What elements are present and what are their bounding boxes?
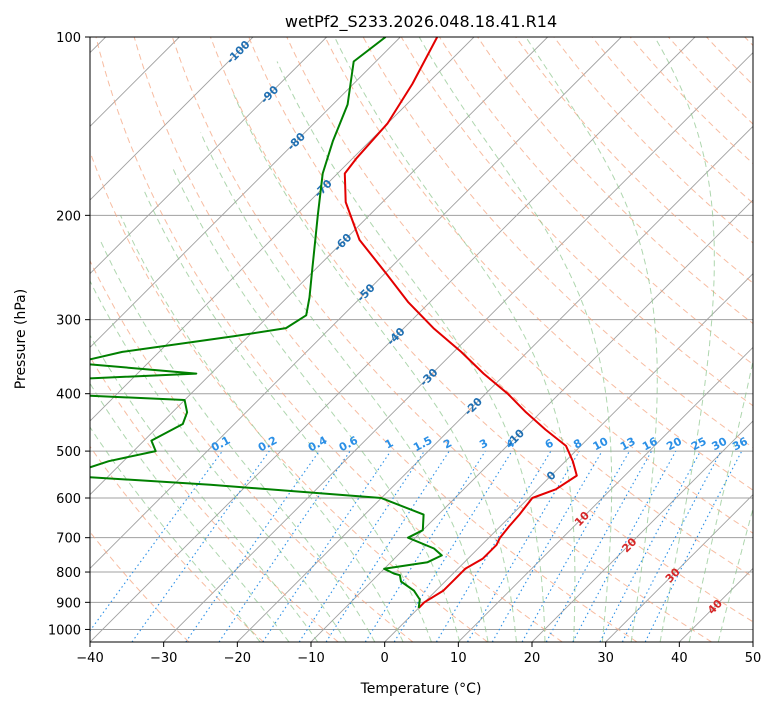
- y-tick-label: 600: [56, 492, 81, 507]
- x-tick-label: −10: [297, 651, 324, 666]
- moist-adiabat-line: [200, 132, 489, 642]
- dry-adiabat-line: [90, 445, 264, 642]
- isotherm-line: [90, 37, 254, 201]
- mixing-ratio-label: 36: [730, 435, 750, 454]
- moist-adiabat-line: [233, 94, 517, 642]
- mixing-ratio-label: 20: [664, 434, 684, 453]
- y-axis-label: Pressure (hPa): [13, 289, 29, 389]
- x-tick-label: −40: [76, 651, 103, 666]
- isotherm-line: [163, 52, 753, 642]
- x-tick-label: 50: [745, 651, 762, 666]
- moist-adiabat-line: [276, 61, 546, 642]
- dry-adiabat-line: [210, 37, 753, 623]
- mixing-ratio-label: 10: [591, 434, 611, 453]
- moist-adiabat-line: [99, 239, 376, 642]
- dry-adiabat-line: [90, 259, 414, 642]
- mixing-ratio-line: [90, 450, 223, 632]
- y-tick-label: 400: [56, 388, 81, 403]
- dewpoint-profile-line: [90, 37, 443, 609]
- y-tick-label: 300: [56, 314, 81, 329]
- plot-frame: [89, 36, 754, 643]
- mixing-ratio-label: 13: [618, 435, 638, 454]
- isotherm-line: [237, 125, 753, 642]
- mixing-ratio-label: 25: [689, 435, 709, 454]
- isotherm-line: [90, 37, 548, 496]
- moist-adiabat-line: [171, 165, 461, 642]
- x-tick-label: 10: [450, 651, 467, 666]
- y-tick-label: 100: [56, 31, 81, 46]
- x-tick-label: 40: [671, 651, 688, 666]
- dry-adiabat-line: [400, 37, 753, 407]
- x-tick-label: −30: [150, 651, 177, 666]
- y-tick-label: 1000: [48, 623, 81, 638]
- background-lines: [90, 37, 753, 642]
- dry-adiabat-line: [95, 37, 563, 642]
- mixing-ratio-label: 16: [640, 435, 660, 454]
- moist-adiabat-line: [418, 37, 613, 642]
- chart-title: wetPf2_S233.2026.048.18.41.R14: [285, 12, 557, 32]
- y-tick-label: 200: [56, 209, 81, 224]
- x-tick-label: 0: [381, 651, 389, 666]
- moist-adiabat-line: [90, 279, 347, 642]
- isotherm-line: [384, 273, 753, 642]
- temperature-profile-line: [343, 37, 578, 609]
- x-tick-label: 20: [524, 651, 541, 666]
- mixing-ratio-line: [185, 450, 320, 642]
- x-tick-label: −20: [224, 651, 251, 666]
- isotherm-line: [90, 37, 401, 348]
- mixing-ratio-line: [325, 450, 450, 642]
- mixing-ratio-line: [467, 450, 580, 642]
- mixing-ratio-line: [545, 450, 653, 642]
- moist-adiabat-line: [90, 426, 261, 642]
- moist-adiabat-line: [688, 358, 753, 642]
- mixing-ratio-line: [393, 450, 513, 642]
- isotherm-line: [458, 346, 753, 642]
- dry-adiabat-line: [591, 37, 753, 204]
- profile-lines: [90, 37, 578, 609]
- moist-adiabat-line: [525, 37, 658, 642]
- moist-adiabat-line: [654, 37, 715, 642]
- mixing-ratio-line: [572, 450, 677, 642]
- isotherm-line: [752, 641, 753, 642]
- mixing-ratio-line: [131, 450, 270, 642]
- moist-adiabat-line: [717, 506, 753, 642]
- isotherm-line: [90, 37, 475, 422]
- mixing-ratio-line: [491, 450, 603, 642]
- y-tick-label: 500: [56, 445, 81, 460]
- isotherm-line: [90, 37, 327, 275]
- moist-adiabat-line: [90, 334, 319, 642]
- moist-adiabat-line: [90, 382, 290, 642]
- isotherm-line: [605, 494, 753, 642]
- dry-adiabat-line: [477, 37, 753, 325]
- plot-background: [90, 37, 753, 642]
- moist-adiabat-line: [142, 187, 432, 642]
- dry-adiabat-line: [362, 37, 753, 449]
- moist-adiabat-line: [334, 37, 576, 642]
- mixing-ratio-line: [298, 450, 425, 642]
- isotherm-line: [90, 37, 622, 569]
- mixing-ratio-label: 30: [710, 435, 730, 454]
- y-tick-label: 800: [56, 566, 81, 581]
- mixing-ratio-line: [364, 450, 486, 642]
- moist-adiabat-line: [120, 215, 404, 642]
- axes: −40 −30 −20 −10 0 10 20 30 40 50 100 200 300 400 500 60…: [48, 31, 761, 666]
- y-tick-label: 700: [56, 532, 81, 547]
- dry-adiabat-line: [629, 37, 753, 165]
- isotherm-line: [531, 420, 753, 642]
- mixing-ratio-line: [521, 450, 630, 642]
- x-tick-label: 30: [597, 651, 614, 666]
- mixing-ratio-line: [435, 450, 552, 642]
- dry-adiabat-line: [171, 37, 712, 642]
- x-axis-label: Temperature (°C): [360, 681, 482, 697]
- dry-adiabat-line: [248, 37, 753, 578]
- isotherm-line: [90, 37, 696, 642]
- dry-adiabat-line: [324, 37, 753, 491]
- dry-adiabat-line: [515, 37, 753, 284]
- y-tick-label: 900: [56, 596, 81, 611]
